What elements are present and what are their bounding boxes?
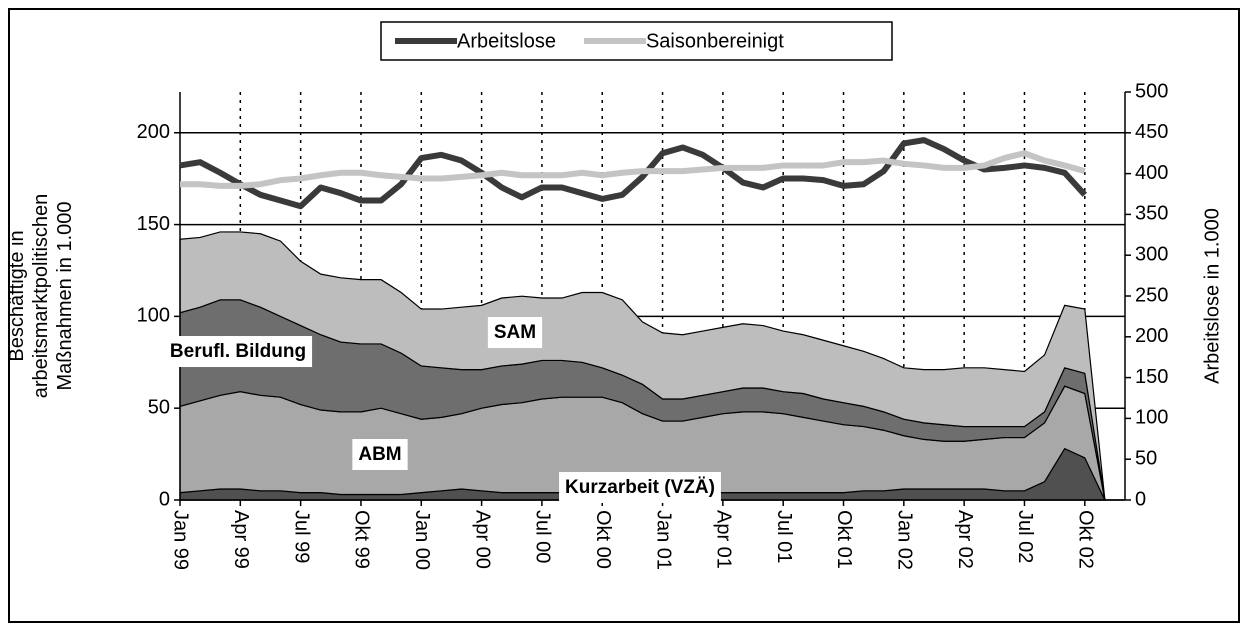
area-label: Kurzarbeit (VZÄ)	[565, 477, 715, 498]
y2-tick-label: 200	[1135, 325, 1168, 347]
y-axis-label: Beschäftigte in arbeitsmarktpolitischen Ma…	[6, 194, 76, 399]
legend-label: Arbeitslose	[457, 30, 556, 52]
line	[180, 150, 1086, 189]
y2-tick-label: 450	[1135, 121, 1168, 143]
y-tick-label: 100	[137, 305, 170, 327]
y2-tick-label: 300	[1135, 243, 1168, 265]
x-tick-label: Jan 00	[411, 510, 433, 570]
y2-tick-label: 50	[1135, 447, 1157, 469]
y-tick-label: 200	[137, 121, 170, 143]
x-tick-label: Jul 02	[1014, 510, 1036, 563]
y-tick-label: 0	[159, 488, 170, 510]
y2-tick-label: 250	[1135, 284, 1168, 306]
line	[179, 137, 1088, 210]
y2-tick-label: 350	[1135, 203, 1168, 225]
area-label: SAM	[494, 322, 536, 343]
x-tick-label: Jul 99	[290, 510, 312, 563]
x-tick-label: Apr 01	[713, 510, 735, 569]
area-label-box	[487, 317, 543, 349]
y2-tick-label: 500	[1135, 80, 1168, 102]
x-tick-label: Jul 00	[532, 510, 554, 563]
y2-tick-label: 0	[1135, 488, 1146, 510]
x-tick-label: Okt 02	[1075, 510, 1097, 569]
y2-tick-label: 100	[1135, 407, 1168, 429]
x-tick-label: Jul 01	[773, 510, 795, 563]
x-tick-label: Jan 99	[170, 510, 192, 570]
area	[179, 231, 1106, 501]
x-tick-label: Okt 01	[833, 510, 855, 569]
y2-tick-label: 150	[1135, 366, 1168, 388]
y-tick-label: 50	[148, 396, 170, 418]
y2-axis-label: Arbeitslose in 1.000	[1201, 208, 1223, 384]
legend-label: Saisonbereinigt	[646, 30, 784, 52]
x-tick-label: Apr 00	[471, 510, 493, 569]
x-tick-label: Apr 99	[230, 510, 252, 569]
x-tick-label: Jan 02	[894, 510, 916, 570]
area-label-box	[163, 336, 313, 368]
area-label-box	[352, 439, 408, 471]
area-label: ABM	[358, 444, 401, 465]
area-label-box	[559, 472, 721, 504]
x-tick-label: Apr 02	[954, 510, 976, 569]
x-tick-label: Okt 99	[351, 510, 373, 569]
x-tick-label: Okt 00	[592, 510, 614, 569]
area-label: Berufl. Bildung	[170, 341, 306, 362]
y-tick-label: 150	[137, 213, 170, 235]
x-tick-label: Jan 01	[652, 510, 674, 570]
y2-tick-label: 400	[1135, 162, 1168, 184]
